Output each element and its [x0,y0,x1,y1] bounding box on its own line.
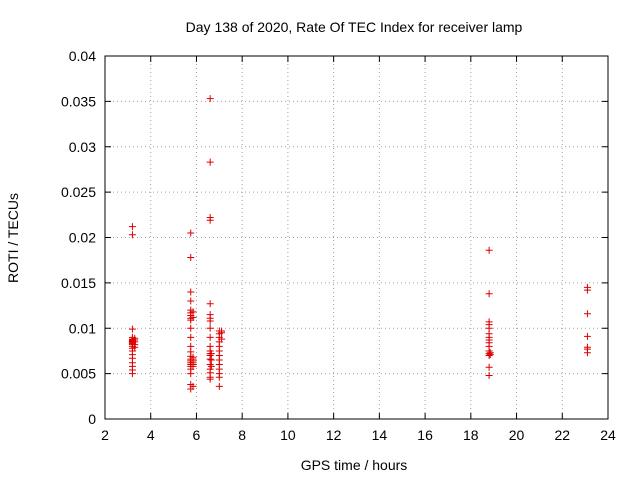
y-tick-label: 0.035 [61,93,96,109]
x-tick-label: 16 [417,427,433,443]
x-tick-label: 12 [326,427,342,443]
data-point [187,229,195,237]
data-point [215,382,223,390]
data-point [206,375,214,383]
x-tick-label: 6 [193,427,201,443]
data-point [128,370,136,378]
data-point [218,329,226,337]
y-tick-label: 0 [88,411,96,427]
data-point [485,290,493,298]
data-point [128,223,136,231]
data-point [206,216,214,224]
data-point [187,324,195,332]
data-point [128,231,136,239]
grid-lines [105,56,608,419]
data-point [485,363,493,371]
data-point [206,95,214,103]
data-point [187,370,195,378]
data-point [187,288,195,296]
x-tick-label: 18 [463,427,479,443]
data-point [583,332,591,340]
data-point [583,310,591,318]
x-tick-label: 22 [554,427,570,443]
data-point [206,317,214,325]
y-tick-label: 0.005 [61,366,96,382]
x-tick-label: 8 [238,427,246,443]
chart-title: Day 138 of 2020, Rate Of TEC Index for r… [186,19,523,35]
data-point [485,246,493,254]
y-tick-label: 0.03 [69,139,96,155]
x-axis-label: GPS time / hours [301,457,408,473]
data-points [128,95,591,393]
data-point [486,351,494,359]
data-point [187,253,195,261]
data-point [189,362,197,370]
data-point [215,373,223,381]
data-point [207,362,215,370]
data-point [206,324,214,332]
y-tick-labels: 0 0.005 0.01 0.015 0.02 0.025 0.03 0.035 0.04 [61,48,96,427]
data-point [187,333,195,341]
x-tick-label: 20 [509,427,525,443]
y-tick-label: 0.01 [69,320,96,336]
y-tick-label: 0.04 [69,48,96,64]
axis-ticks [104,55,609,420]
data-point [131,343,139,351]
data-point [206,333,214,341]
x-tick-label: 24 [600,427,616,443]
x-tick-label: 14 [372,427,388,443]
data-point [583,286,591,294]
x-tick-labels: 2 4 6 8 10 12 14 16 18 20 22 24 [101,427,616,443]
data-point [207,356,215,364]
data-point [218,335,226,343]
data-point [189,382,197,390]
data-point [206,158,214,166]
data-point [206,300,214,308]
data-point [128,325,136,333]
data-point [207,350,215,358]
plot-frame [104,55,609,420]
x-tick-label: 2 [101,427,109,443]
x-tick-label: 4 [147,427,155,443]
data-point [583,349,591,357]
y-tick-label: 0.015 [61,275,96,291]
y-tick-label: 0.02 [69,230,96,246]
x-tick-label: 10 [280,427,296,443]
y-tick-label: 0.025 [61,184,96,200]
data-point [187,297,195,305]
data-point [485,371,493,379]
data-point [189,313,197,321]
y-axis-label: ROTI / TECUs [5,193,21,283]
